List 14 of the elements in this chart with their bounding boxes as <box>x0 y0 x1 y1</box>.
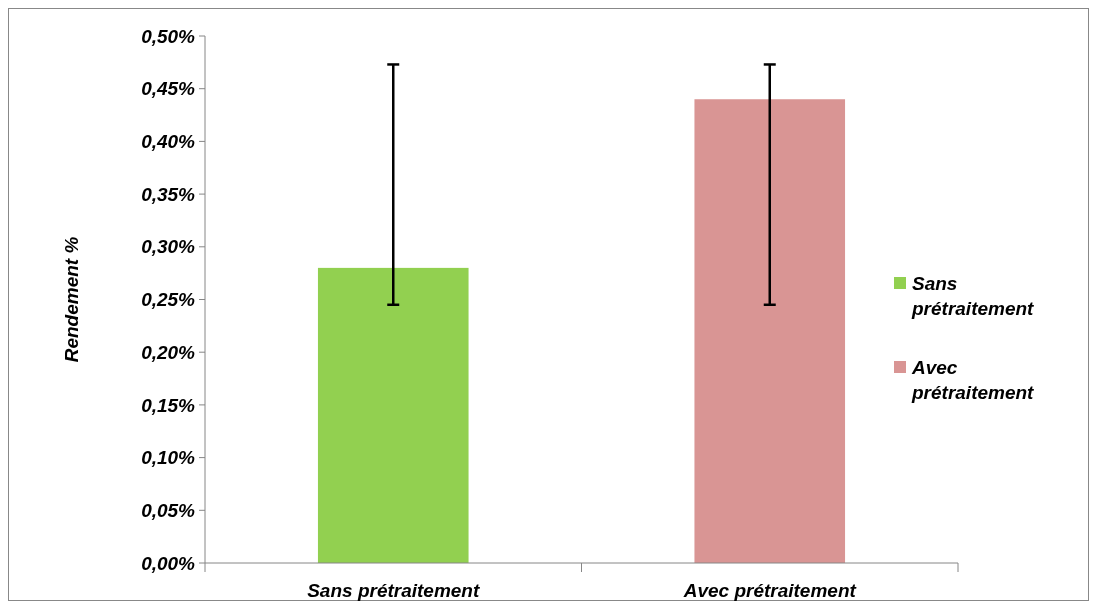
y-tick-label: 0,30% <box>141 236 196 258</box>
y-tick-label: 0,05% <box>141 499 196 521</box>
y-tick-label: 0,10% <box>141 447 196 469</box>
y-tick-label: 0,45% <box>141 78 196 100</box>
y-tick-label: 0,20% <box>141 341 196 363</box>
y-tick-label: 0,15% <box>141 394 196 416</box>
y-tick-label: 0,25% <box>141 289 196 311</box>
y-tick-label: 0,40% <box>141 131 196 153</box>
y-tick-label: 0,35% <box>141 183 196 205</box>
legend-label: Avec prétraitement <box>911 356 1035 404</box>
y-tick-label: 0,50% <box>141 25 196 47</box>
y-tick-label: 0,00% <box>141 552 196 574</box>
legend-label: Sans prétraitement <box>911 272 1035 320</box>
y-axis-title: Rendement % <box>61 236 82 363</box>
